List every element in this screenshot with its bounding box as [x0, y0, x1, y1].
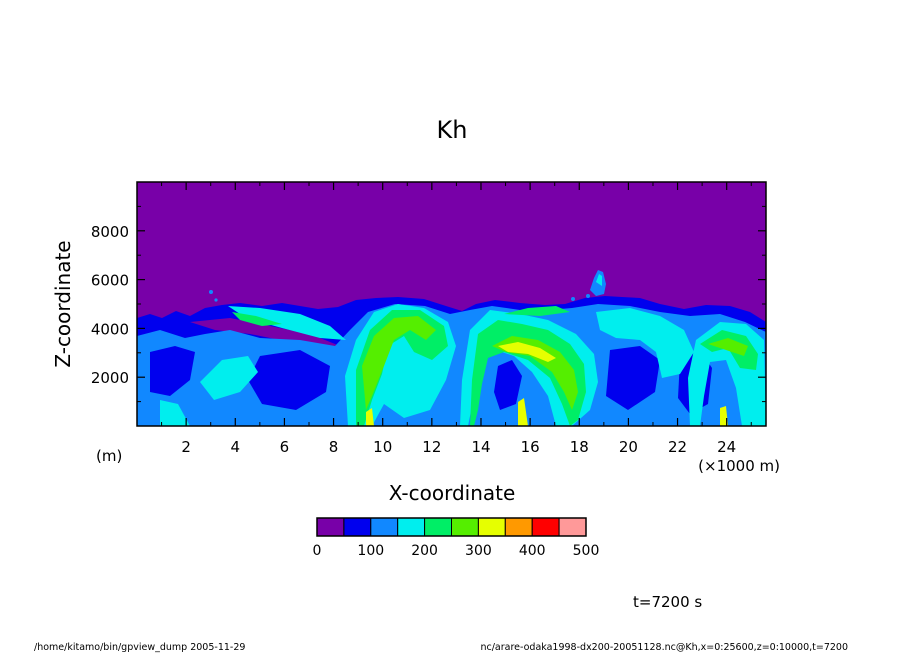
- kh-level-150: [596, 308, 694, 378]
- kh-level-300: [366, 408, 374, 426]
- x-tick-label: 24: [717, 438, 736, 456]
- kh-level-200: [504, 306, 570, 316]
- y-tick-label: 6000: [91, 272, 129, 290]
- colorbar-frame: [316, 517, 587, 537]
- colorbar-label: 0: [313, 543, 322, 559]
- y-axis-label: Z-coordinate: [51, 240, 75, 367]
- colorbar-label: 400: [519, 543, 546, 559]
- colorbar-swatch: [343, 517, 372, 537]
- kh-level-200: [700, 330, 758, 370]
- colorbar: 0 100 200 300 400 500: [313, 517, 600, 559]
- kh-hole: [150, 346, 195, 396]
- kh-level-250: [708, 338, 748, 356]
- x-tick-label: 8: [329, 438, 339, 456]
- y-tick-label: 8000: [91, 223, 129, 241]
- colorbar-label: 500: [573, 543, 600, 559]
- kh-blob: [596, 274, 602, 286]
- colorbar-swatch: [397, 517, 426, 537]
- colorbar-swatch: [558, 517, 587, 537]
- kh-level-250: [492, 336, 578, 410]
- kh-hole: [606, 346, 660, 410]
- x-axis: 2 4 6 8 10 12 14 16 18 20 22 24: [161, 182, 752, 456]
- kh-level-300: [518, 398, 528, 426]
- kh-blob: [209, 290, 213, 294]
- colorbar-swatch: [531, 517, 560, 537]
- kh-hole: [248, 350, 330, 410]
- x-tick-label: 14: [471, 438, 490, 456]
- kh-level-150: [228, 306, 346, 340]
- x-unit-label: (m): [96, 447, 122, 465]
- colorbar-label: 300: [465, 543, 492, 559]
- kh-hole: [494, 360, 522, 410]
- colorbar-swatch: [370, 517, 399, 537]
- x-tick-label: 6: [280, 438, 290, 456]
- colorbar-swatch: [451, 517, 479, 537]
- chart-title: Kh: [437, 116, 468, 144]
- y-tick-label: 2000: [91, 369, 129, 387]
- x-tick-label: 4: [231, 438, 241, 456]
- footer-right: nc/arare-odaka1998-dx200-20051128.nc@Kh,…: [480, 642, 848, 653]
- kh-level-150: [200, 356, 258, 400]
- kh-field: [137, 270, 766, 426]
- colorbar-swatch: [424, 517, 453, 537]
- kh-level-300: [720, 406, 728, 426]
- colorbar-label: 200: [411, 543, 438, 559]
- time-label: t=7200 s: [633, 593, 702, 611]
- x-tick-label: 18: [570, 438, 589, 456]
- x-tick-label: 22: [668, 438, 687, 456]
- y-axis: 2000 4000 6000 8000: [91, 205, 766, 403]
- x-tick-label: 10: [373, 438, 392, 456]
- x-axis-label: X-coordinate: [389, 481, 516, 505]
- x-tick-label: 2: [181, 438, 191, 456]
- colorbar-swatch: [477, 517, 506, 537]
- x-tick-label: 12: [422, 438, 441, 456]
- colorbar-swatch: [316, 517, 345, 537]
- x-scale-label: (×1000 m): [698, 457, 780, 475]
- footer-left: /home/kitamo/bin/gpview_dump 2005-11-29: [34, 642, 245, 653]
- kh-level-250: [362, 316, 436, 410]
- kh-blob: [586, 294, 590, 298]
- x-tick-label: 20: [619, 438, 638, 456]
- kh-level-200: [232, 312, 282, 326]
- x-tick-label: 16: [521, 438, 540, 456]
- kh-level-150: [160, 400, 190, 426]
- kh-blob: [571, 297, 575, 301]
- kh-blob: [214, 298, 218, 302]
- kh-level-300: [498, 342, 556, 362]
- colorbar-swatch: [504, 517, 533, 537]
- colorbar-label: 100: [357, 543, 384, 559]
- y-tick-label: 4000: [91, 320, 129, 338]
